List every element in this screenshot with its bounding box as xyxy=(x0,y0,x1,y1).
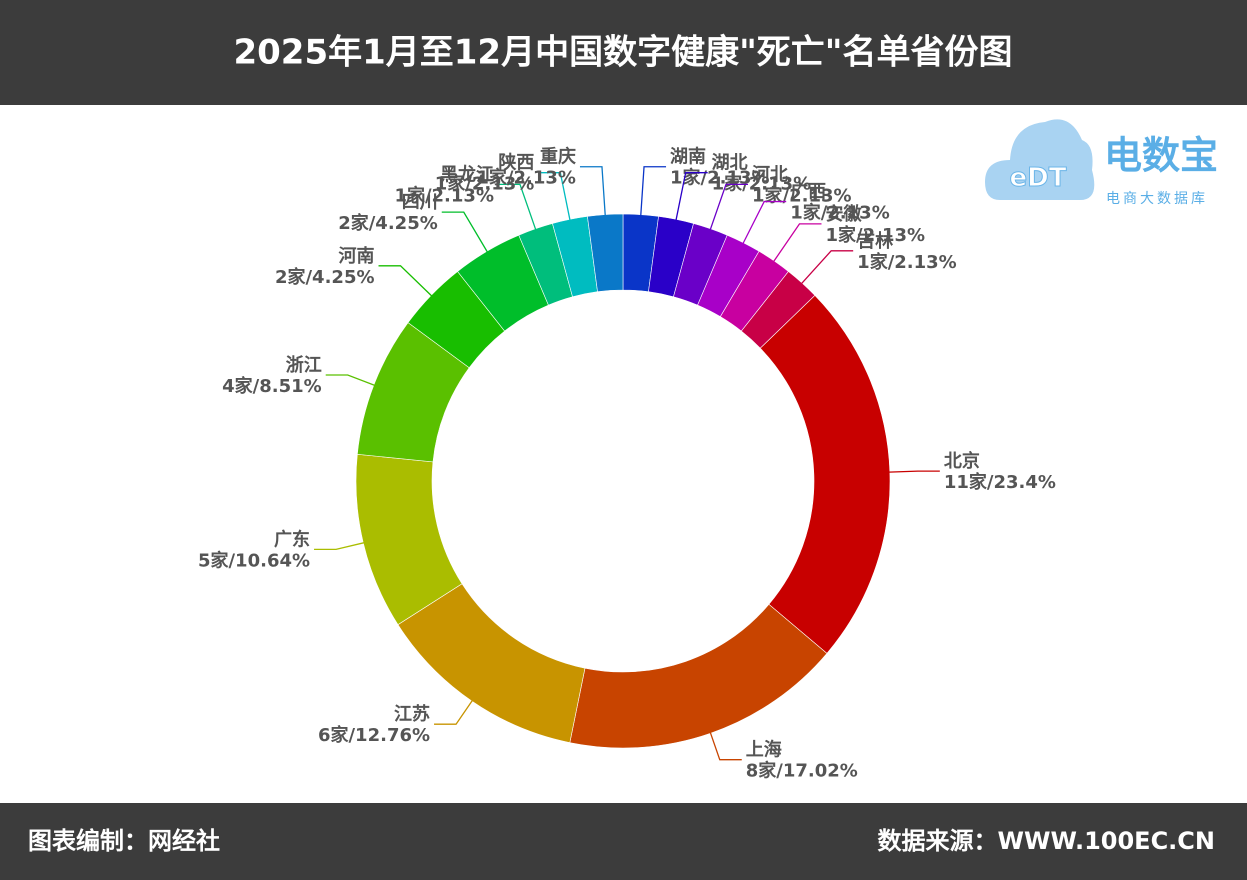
slice-value-label: 1家/2.13% xyxy=(825,224,925,246)
slice-label: 广东 xyxy=(274,528,310,550)
slice-value-label: 4家/8.51% xyxy=(222,375,322,397)
slice-label: 河北 xyxy=(752,164,788,185)
slice-label: 黑龙江 xyxy=(440,163,494,185)
leader-line xyxy=(441,211,489,254)
slice-label: 陕西 xyxy=(498,152,534,174)
slice-label: 吉林 xyxy=(857,230,893,252)
leader-line xyxy=(709,731,742,761)
footer-bar xyxy=(0,803,1247,880)
slice-value-label: 1家/2.13% xyxy=(752,184,852,206)
slice-label: 湖南 xyxy=(670,146,706,168)
leader-line xyxy=(325,374,376,387)
leader-line xyxy=(579,166,606,217)
slice-label: 重庆 xyxy=(540,146,576,168)
donut-slice xyxy=(587,213,624,293)
slice-label: 北京 xyxy=(944,450,980,472)
slice-label: 河南 xyxy=(339,245,375,267)
slice-value-label: 11家/23.4% xyxy=(944,471,1056,493)
leader-line xyxy=(800,250,854,285)
leader-line xyxy=(538,172,571,222)
slice-label: 湖北 xyxy=(712,153,748,174)
slice-label: 浙江 xyxy=(286,354,322,376)
leader-line xyxy=(772,223,822,263)
slice-value-label: 1家/2.13% xyxy=(476,167,576,189)
slice-value-label: 1家/2.13% xyxy=(435,173,535,195)
footer-right: 数据来源：WWW.100EC.CN xyxy=(878,827,1216,855)
leader-line xyxy=(741,200,787,245)
logo-mark: eDT xyxy=(1010,163,1067,193)
slice-label: 广西 xyxy=(790,181,826,203)
chart-title: 2025年1月至12月中国数字健康"死亡"名单省份图 xyxy=(233,33,1012,73)
slice-value-label: 1家/2.13% xyxy=(857,251,957,273)
logo-cloud xyxy=(985,119,1095,200)
leader-line xyxy=(640,166,667,217)
slice-label: 上海 xyxy=(746,739,782,761)
slice-label: 四川 xyxy=(402,192,438,213)
slice-label: 江苏 xyxy=(394,703,430,725)
logo-name: 电数宝 xyxy=(1104,134,1218,178)
slice-value-label: 1家/2.13% xyxy=(790,202,890,224)
slice-value-label: 2家/4.25% xyxy=(275,266,375,288)
leader-line xyxy=(709,183,749,231)
slice-value-label: 1家/2.13% xyxy=(394,184,494,206)
leader-line xyxy=(497,183,537,231)
logo-tagline: 电商大数据库 xyxy=(1106,191,1208,207)
logo: eDT 电数宝 电商大数据库 xyxy=(985,119,1218,207)
leader-line xyxy=(314,541,366,551)
header-bar xyxy=(0,0,1247,105)
leader-line xyxy=(434,699,474,725)
slice-value-label: 5家/10.64% xyxy=(198,549,310,571)
slice-value-label: 8家/17.02% xyxy=(746,760,858,782)
slice-value-label: 1家/2.13% xyxy=(712,173,812,195)
slice-value-label: 6家/12.76% xyxy=(318,724,430,746)
leader-line xyxy=(675,172,708,222)
slice-value-label: 2家/4.25% xyxy=(338,212,438,234)
donut-slice xyxy=(759,294,891,654)
leader-line xyxy=(378,265,433,298)
leader-line xyxy=(887,470,940,473)
footer-left: 图表编制：网经社 xyxy=(28,827,220,855)
slice-label: 安徽 xyxy=(825,203,862,225)
